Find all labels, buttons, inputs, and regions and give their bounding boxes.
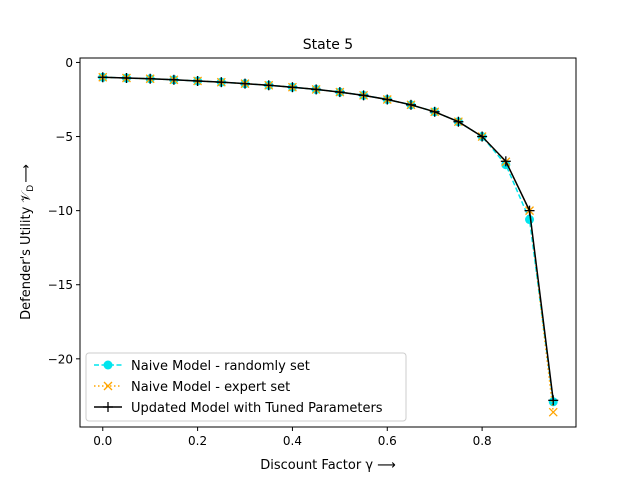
y-axis-label: Defender's Utility 𝒱D ⟶ [19, 164, 36, 320]
data-point [500, 156, 511, 167]
data-point [548, 395, 559, 406]
x-tick-label: 0.8 [473, 434, 492, 448]
y-axis: 0 −5 −10 −15 −20 [48, 56, 80, 366]
plot-area-frame [79, 57, 577, 428]
series-layer [97, 72, 559, 417]
data-point [358, 90, 369, 101]
chart-title: State 5 [303, 37, 353, 53]
y-tick-label: −15 [48, 278, 73, 292]
y-tick-label: −5 [55, 130, 73, 144]
y-tick-label: 0 [65, 56, 73, 70]
data-point [287, 82, 298, 93]
legend-entry-randomly-set: Naive Model - randomly set [94, 359, 310, 374]
y-axis-label-subscript: D [26, 185, 36, 192]
data-point [429, 106, 440, 117]
data-point [311, 84, 322, 95]
legend-marker-x [103, 381, 113, 391]
legend-entry-expert-set: Naive Model - expert set [94, 380, 290, 395]
data-point [240, 78, 251, 89]
legend-label-expert-set: Naive Model - expert set [131, 380, 290, 395]
legend-label-updated-model: Updated Model with Tuned Parameters [131, 401, 383, 416]
y-tick-label: −20 [48, 352, 73, 366]
legend-entry-updated-model: Updated Model with Tuned Parameters [94, 401, 383, 416]
x-tick-label: 0.2 [188, 434, 207, 448]
data-point [168, 74, 179, 85]
data-point [477, 131, 488, 142]
data-point [524, 205, 535, 216]
series-line [102, 76, 554, 401]
data-point [216, 77, 227, 88]
legend-marker-circle [103, 360, 113, 370]
legend: Naive Model - randomly set Naive Model -… [85, 352, 407, 422]
y-axis-label-main: Defender's Utility 𝒱 [19, 190, 34, 320]
data-point [405, 99, 416, 110]
x-axis-label: Discount Factor γ ⟶ [260, 458, 396, 473]
data-point [453, 116, 464, 127]
series-2 [97, 72, 559, 406]
y-axis-label-arrow: ⟶ [19, 164, 34, 183]
x-tick-label: 0.6 [378, 434, 397, 448]
data-point [145, 73, 156, 84]
data-point [121, 73, 132, 84]
x-tick-label: 0.4 [283, 434, 302, 448]
data-point [382, 94, 393, 105]
legend-marker-plus [103, 402, 113, 412]
x-tick-label: 0.0 [93, 434, 112, 448]
data-point [548, 407, 558, 417]
data-point [525, 215, 535, 225]
data-point [97, 72, 108, 83]
data-point [263, 80, 274, 91]
legend-label-randomly-set: Naive Model - randomly set [131, 359, 310, 374]
x-axis: 0.0 0.2 0.4 0.6 0.8 [93, 427, 492, 448]
data-point [192, 75, 203, 86]
y-tick-label: −10 [48, 204, 73, 218]
legend-box [85, 352, 407, 422]
data-point [334, 87, 345, 98]
